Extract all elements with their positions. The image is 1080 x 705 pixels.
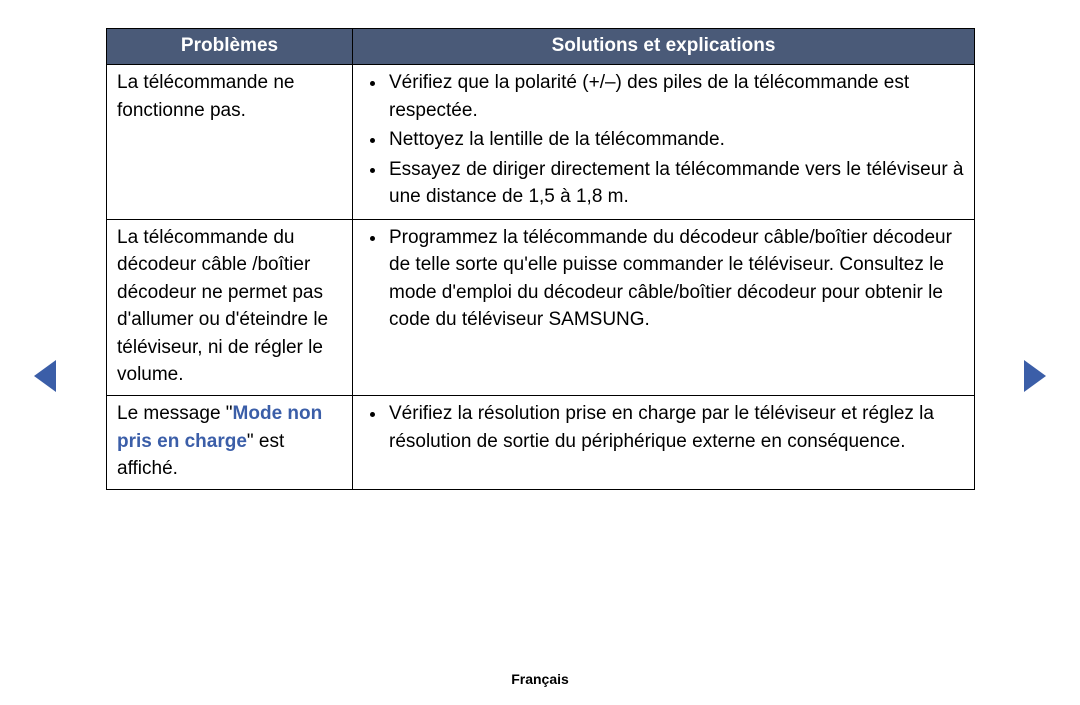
- solution-cell: Programmez la télécommande du décodeur c…: [353, 219, 975, 395]
- problem-text-prefix: Le message ": [117, 403, 233, 424]
- solution-cell: Vérifiez la résolution prise en charge p…: [353, 396, 975, 490]
- problem-cell: La télécommande ne fonctionne pas.: [107, 65, 353, 220]
- solution-list: Vérifiez que la polarité (+/–) des piles…: [369, 69, 966, 211]
- solution-item: Vérifiez que la polarité (+/–) des piles…: [387, 69, 966, 124]
- next-page-arrow[interactable]: [1024, 360, 1046, 392]
- solution-item: Nettoyez la lentille de la télécommande.: [387, 126, 966, 154]
- problem-cell: Le message "Mode non pris en charge" est…: [107, 396, 353, 490]
- troubleshooting-table-wrap: Problèmes Solutions et explications La t…: [106, 28, 974, 490]
- troubleshooting-table: Problèmes Solutions et explications La t…: [106, 28, 975, 490]
- table-row: La télécommande ne fonctionne pas. Vérif…: [107, 65, 975, 220]
- solution-item: Programmez la télécommande du décodeur c…: [387, 224, 966, 334]
- problem-cell: La télécommande du décodeur câble /boîti…: [107, 219, 353, 395]
- solution-item: Vérifiez la résolution prise en charge p…: [387, 400, 966, 455]
- solution-cell: Vérifiez que la polarité (+/–) des piles…: [353, 65, 975, 220]
- prev-page-arrow[interactable]: [34, 360, 56, 392]
- col-header-problems: Problèmes: [107, 29, 353, 65]
- solution-list: Vérifiez la résolution prise en charge p…: [369, 400, 966, 455]
- page-footer-language: Français: [0, 671, 1080, 687]
- page: Problèmes Solutions et explications La t…: [0, 0, 1080, 705]
- table-row: Le message "Mode non pris en charge" est…: [107, 396, 975, 490]
- solution-list: Programmez la télécommande du décodeur c…: [369, 224, 966, 334]
- solution-item: Essayez de diriger directement la téléco…: [387, 156, 966, 211]
- col-header-solutions: Solutions et explications: [353, 29, 975, 65]
- table-header-row: Problèmes Solutions et explications: [107, 29, 975, 65]
- table-row: La télécommande du décodeur câble /boîti…: [107, 219, 975, 395]
